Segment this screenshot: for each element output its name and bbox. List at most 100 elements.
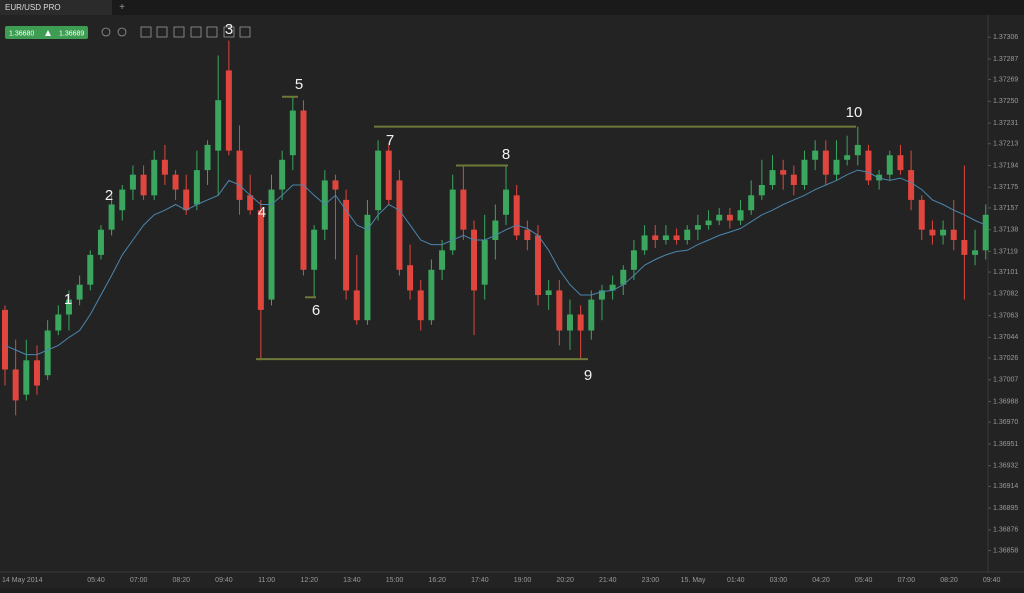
candle-body: [545, 290, 552, 295]
objects-icon[interactable]: [206, 26, 218, 38]
tab-bar: [0, 0, 1024, 15]
x-tick-label: 08:20: [940, 577, 958, 584]
y-tick-label: 1.36970: [993, 419, 1018, 426]
x-tick-label: 19:00: [514, 577, 532, 584]
candle-body: [961, 240, 968, 255]
price-badge[interactable]: [5, 26, 88, 39]
y-tick-label: 1.37007: [993, 377, 1018, 384]
candle-body: [684, 229, 691, 240]
candle-body: [769, 170, 776, 185]
x-tick-label: 03:00: [770, 577, 788, 584]
y-tick-label: 1.37157: [993, 205, 1018, 212]
candle-body: [620, 269, 627, 285]
candle-body: [97, 229, 104, 255]
candle-body: [833, 159, 840, 175]
annotation: 2: [105, 187, 113, 204]
candle-body: [673, 235, 680, 240]
y-tick-label: 1.37250: [993, 98, 1018, 105]
candle-body: [300, 110, 307, 270]
x-tick-label: 21:40: [599, 577, 617, 584]
zoom-in-icon[interactable]: [117, 27, 127, 37]
y-tick-label: 1.36951: [993, 441, 1018, 448]
y-tick-label: 1.37175: [993, 184, 1018, 191]
x-tick-label: 08:20: [173, 577, 191, 584]
add-tab-icon[interactable]: +: [119, 2, 125, 13]
annotation: 3: [225, 21, 233, 38]
candle-body: [588, 299, 595, 331]
candle-body: [897, 155, 904, 171]
candle-body: [439, 250, 446, 270]
candle-body: [279, 159, 286, 190]
y-tick-label: 1.36895: [993, 505, 1018, 512]
candle-body: [630, 250, 637, 270]
annotation: 10: [846, 104, 863, 121]
tab-title: EUR/USD PRO: [5, 3, 61, 12]
x-tick-label: 15:00: [386, 577, 404, 584]
x-tick-label: 23:00: [642, 577, 660, 584]
candle-body: [790, 174, 797, 185]
candle-body: [364, 214, 371, 321]
x-tick-label: 11:00: [258, 577, 275, 584]
candle-body: [225, 70, 232, 151]
candle-body: [449, 189, 456, 251]
settings-icon[interactable]: [223, 26, 235, 38]
y-tick-label: 1.37119: [993, 248, 1018, 255]
candle-body: [844, 155, 851, 160]
candle-body: [982, 214, 989, 251]
template-icon[interactable]: [190, 26, 202, 38]
candle-body: [524, 229, 531, 240]
annotation: 8: [502, 146, 510, 163]
annotation: 9: [584, 367, 592, 384]
candle-body: [886, 155, 893, 175]
draw-icon[interactable]: [239, 26, 251, 38]
y-tick-label: 1.36914: [993, 483, 1018, 490]
annotation: 5: [295, 76, 303, 93]
up-arrow-icon: [45, 30, 51, 36]
zoom-out-icon[interactable]: [101, 27, 111, 37]
candle-body: [204, 144, 211, 171]
y-tick-label: 1.37063: [993, 312, 1018, 319]
y-tick-label: 1.37101: [993, 269, 1018, 276]
x-tick-label: 05:40: [855, 577, 873, 584]
candle-body: [247, 195, 254, 211]
candle-body: [481, 240, 488, 285]
x-tick-label: 13:40: [343, 577, 361, 584]
candle-body: [641, 235, 648, 251]
candle-body: [55, 314, 62, 331]
candle-body: [76, 284, 83, 300]
y-tick-label: 1.37231: [993, 120, 1018, 127]
x-tick-label: 09:40: [215, 577, 233, 584]
x-tick-label: 05:40: [87, 577, 105, 584]
candle-body: [193, 170, 200, 205]
y-tick-label: 1.37287: [993, 56, 1018, 63]
candle-body: [801, 159, 808, 185]
candle-body: [471, 229, 478, 291]
candle-body: [215, 100, 222, 151]
moving-average: [4, 169, 986, 356]
x-tick-label: 16:20: [428, 577, 446, 584]
indicators-icon[interactable]: [173, 26, 185, 38]
annotation: 4: [258, 204, 266, 221]
y-tick-label: 1.36858: [993, 547, 1018, 554]
candle-body: [65, 299, 72, 315]
candle-body: [940, 229, 947, 236]
timeframe-icon[interactable]: [140, 26, 152, 38]
y-tick-label: 1.37138: [993, 227, 1018, 234]
candle-body: [492, 220, 499, 240]
candle-body: [748, 195, 755, 211]
chart-type-icon[interactable]: [156, 26, 168, 38]
candle-body: [23, 360, 30, 395]
y-tick-label: 1.37269: [993, 76, 1018, 83]
candle-body: [161, 159, 168, 175]
candle-body: [737, 210, 744, 221]
x-tick-label: 12:20: [300, 577, 318, 584]
candle-body: [151, 159, 158, 196]
candle-body: [311, 229, 318, 270]
candle-body: [87, 254, 94, 285]
candle-body: [598, 290, 605, 300]
candle-body: [577, 314, 584, 331]
candle-body: [172, 174, 179, 190]
y-tick-label: 1.37306: [993, 34, 1018, 41]
tab[interactable]: [0, 0, 112, 15]
